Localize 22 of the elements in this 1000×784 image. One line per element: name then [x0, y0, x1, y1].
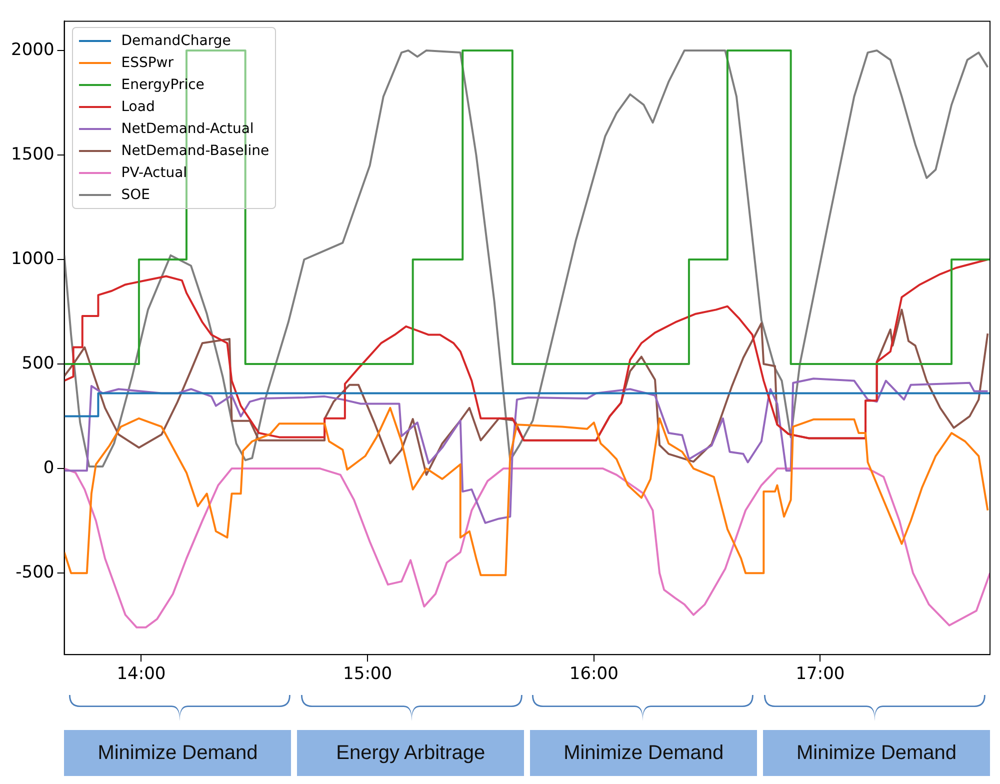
y-tick-label: 2000 — [11, 40, 54, 60]
text: Minimize Demand — [64, 730, 292, 776]
legend-label: EnergyPrice — [121, 77, 204, 94]
legend-label: NetDemand-Baseline — [121, 143, 270, 160]
legend-label: DemandCharge — [121, 33, 231, 50]
y-tick-label: -500 — [16, 562, 54, 582]
text: Minimize Demand — [763, 730, 990, 776]
x-tick-label: 17:00 — [796, 664, 845, 684]
legend-label: PV-Actual — [121, 165, 188, 182]
legend-label: ESSPwr — [121, 55, 174, 72]
x-tick-label: 16:00 — [569, 664, 618, 684]
x-tick-label: 14:00 — [116, 664, 166, 684]
y-tick-label: 1500 — [11, 144, 54, 164]
y-tick-label: 1000 — [11, 248, 54, 269]
text: Energy Arbitrage — [297, 730, 524, 776]
legend-label: NetDemand-Actual — [121, 121, 254, 138]
x-tick-label: 15:00 — [343, 664, 392, 684]
y-tick-label: 500 — [22, 353, 54, 374]
legend-label: SOE — [121, 187, 150, 204]
text: Minimize Demand — [530, 730, 758, 776]
legend-label: Load — [121, 99, 155, 116]
y-tick-label: 0 — [43, 458, 54, 478]
